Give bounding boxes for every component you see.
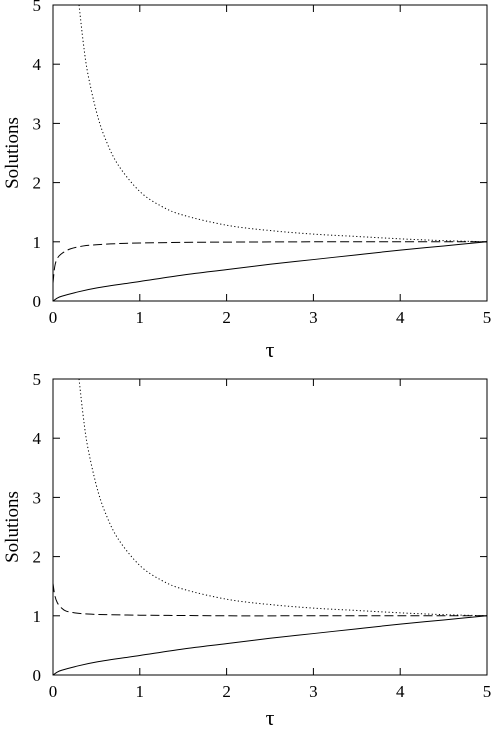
top-y-tick-label: 2	[33, 174, 42, 193]
bottom-y-tick-label: 2	[33, 548, 42, 567]
bottom-x-tick-label: 5	[483, 682, 491, 701]
bottom-series-dashed-line	[52, 583, 487, 617]
bottom-series-dotted-line	[78, 378, 488, 617]
bottom-x-tick-label: 3	[309, 682, 318, 701]
top-series-solid-line	[52, 241, 488, 302]
bottom-x-tick-label: 1	[136, 682, 145, 701]
bottom-y-tick-label: 0	[33, 666, 42, 685]
top-y-tick-label: 4	[33, 55, 42, 74]
bottom-x-tick-label: 4	[396, 682, 405, 701]
bottom-x-axis-label: τ	[266, 705, 275, 729]
top-series-layer	[52, 4, 488, 302]
top-y-tick-label: 1	[33, 233, 42, 252]
top-x-axis-label: τ	[266, 337, 275, 362]
top-y-tick-label: 3	[33, 114, 42, 133]
top-x-tick-label: 1	[136, 308, 145, 327]
top-x-tick-label: 2	[222, 308, 231, 327]
bottom-y-axis-label: Solutions	[2, 491, 23, 563]
top-plot-frame	[52, 4, 488, 302]
top-x-tick-label: 4	[396, 308, 405, 327]
top-y-axis-label: Solutions	[2, 117, 23, 189]
top-x-tick-label: 5	[483, 308, 491, 327]
top-series-dotted-line	[78, 4, 488, 243]
top-y-tick-label: 5	[33, 0, 42, 15]
bottom-axis-ticks: 0 1 2 3 4 5 0 1 2 3 4 5	[33, 370, 491, 701]
bottom-y-tick-label: 3	[33, 488, 42, 507]
bottom-x-tick-label: 0	[49, 682, 58, 701]
bottom-chart-panel: 0 1 2 3 4 5 0 1 2 3 4 5 Solutions τ	[2, 370, 491, 729]
bottom-x-tick-label: 2	[222, 682, 231, 701]
top-x-tick-label: 3	[309, 308, 318, 327]
top-y-tick-label: 0	[33, 292, 42, 311]
top-series-dashed-line	[52, 241, 487, 284]
top-x-tick-label: 0	[49, 308, 58, 327]
top-axis-ticks: 0 1 2 3 4 5 0 1 2 3 4 5	[33, 0, 491, 327]
top-chart-panel: 0 1 2 3 4 5 0 1 2 3 4 5 Solutions τ	[2, 0, 491, 362]
bottom-series-solid-line	[52, 615, 488, 676]
bottom-y-tick-label: 4	[33, 429, 42, 448]
bottom-y-tick-label: 1	[33, 607, 42, 626]
bottom-series-layer	[52, 378, 488, 676]
bottom-plot-frame	[52, 378, 488, 676]
bottom-y-tick-label: 5	[33, 370, 42, 389]
